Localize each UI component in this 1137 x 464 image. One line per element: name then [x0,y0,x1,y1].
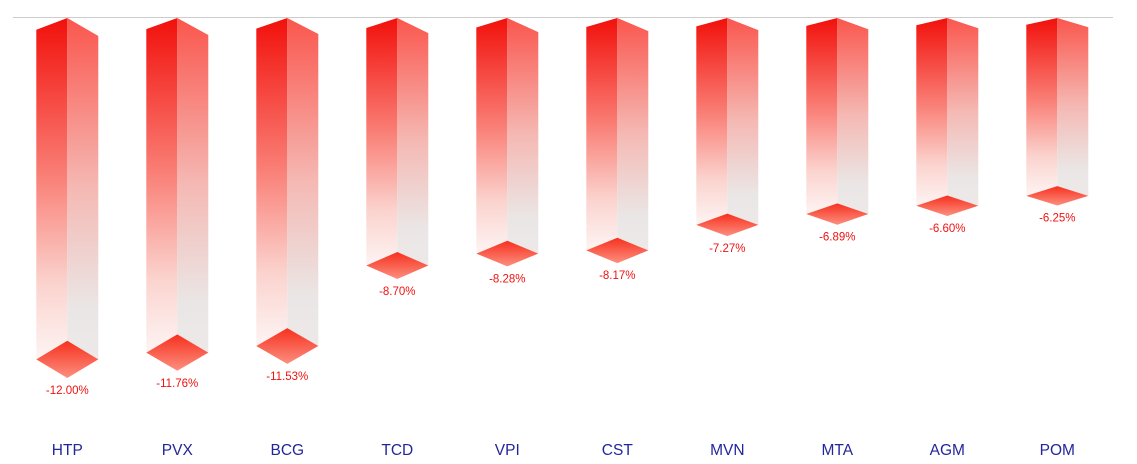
value-label-HTP: -12.00% [46,385,89,397]
bar-PVX[interactable]: -11.76% PVX [146,18,209,459]
bar-right-face [837,18,869,215]
bar-bottom-cap [696,213,759,237]
bar-left-face [586,18,618,251]
bar-AGM[interactable]: -6.60% AGM [916,18,979,459]
bar-bottom-cap [256,328,319,364]
bar-right-face [177,18,209,353]
bar-bottom-cap [476,240,539,267]
bar-right-face [67,18,99,360]
bar-CST[interactable]: -8.17% CST [586,18,649,459]
bar-right-face [287,18,319,347]
bar-bottom-cap [36,340,99,378]
bar-right-face [397,18,429,266]
bar-bottom-cap [586,237,649,264]
category-label-VPI: VPI [495,442,520,459]
value-label-MVN: -7.27% [709,243,745,255]
value-label-CST: -8.17% [599,270,635,282]
bar-left-face [916,18,948,206]
category-label-CST: CST [602,442,634,459]
value-label-POM: -6.25% [1039,213,1075,225]
category-label-POM: POM [1040,442,1075,459]
bar-right-face [617,18,649,251]
category-label-MTA: MTA [822,442,854,459]
bar-bottom-cap [1026,186,1089,206]
bar-bottom-cap [806,203,869,225]
bar-left-face [476,18,508,254]
bar-left-face [366,18,398,266]
bar-right-face [1057,18,1089,196]
bar-HTP[interactable]: -12.00% HTP [36,18,99,459]
bar-POM[interactable]: -6.25% POM [1026,18,1089,459]
value-label-AGM: -6.60% [929,223,965,235]
bar-MTA[interactable]: -6.89% MTA [806,18,869,459]
bar-left-face [1026,18,1058,196]
category-label-PVX: PVX [162,442,194,459]
bar-bottom-cap [146,334,209,371]
bar-VPI[interactable]: -8.28% VPI [476,18,539,459]
bar-left-face [696,18,728,225]
category-label-TCD: TCD [381,442,413,459]
bar-left-face [36,18,68,360]
category-label-HTP: HTP [52,442,83,459]
category-label-AGM: AGM [930,442,965,459]
bar-MVN[interactable]: -7.27% MVN [696,18,759,459]
value-label-PVX: -11.76% [156,378,198,390]
bar-right-face [947,18,979,206]
value-label-TCD: -8.70% [379,286,415,298]
value-label-VPI: -8.28% [489,273,525,285]
bar-right-face [507,18,539,254]
category-label-MVN: MVN [710,442,744,459]
category-label-BCG: BCG [271,442,305,459]
bar-left-face [806,18,838,215]
value-label-MTA: -6.89% [819,232,855,244]
bar-TCD[interactable]: -8.70% TCD [366,18,429,459]
bar-left-face [256,18,288,347]
bar-right-face [727,18,759,225]
bar-BCG[interactable]: -11.53% BCG [256,18,319,459]
value-label-BCG: -11.53% [266,371,308,383]
bar-bottom-cap [916,195,979,216]
bar-bottom-cap [366,252,429,279]
bar-left-face [146,18,178,353]
